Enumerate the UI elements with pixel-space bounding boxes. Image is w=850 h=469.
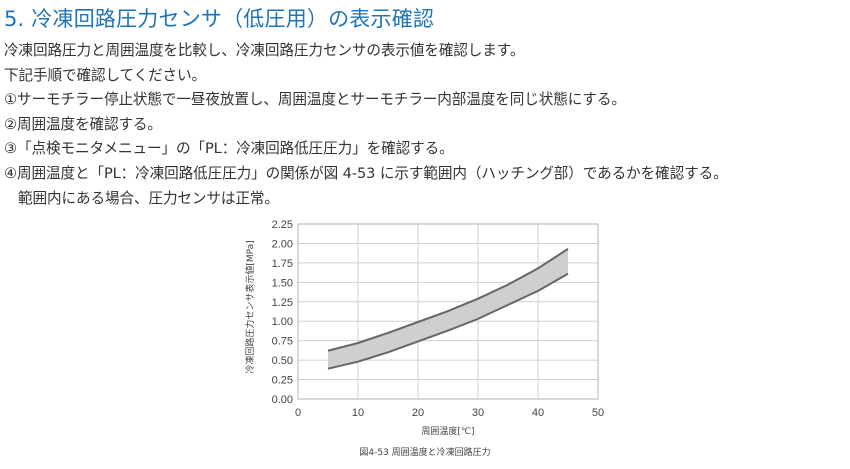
y-tick-label: 0.75 bbox=[272, 336, 293, 348]
y-tick-label: 0.50 bbox=[272, 355, 293, 367]
y-tick-label: 1.50 bbox=[272, 277, 293, 289]
y-tick-label: 2.00 bbox=[272, 238, 293, 250]
pressure-temperature-chart: 0.00 0.25 0.50 0.75 1.00 1.25 1.50 1.75 2.00 2.25… bbox=[244, 219, 605, 458]
upper-limit-line bbox=[327, 248, 569, 352]
lower-limit-line bbox=[327, 272, 569, 370]
y-tick-label: 0.00 bbox=[272, 394, 293, 406]
y-tick-label: 0.25 bbox=[272, 375, 293, 387]
acceptable-range-band bbox=[328, 248, 568, 369]
x-tick-label: 30 bbox=[472, 407, 484, 419]
step-1: ①サーモチラー停止状態で一昼夜放置し、周囲温度とサーモチラー内部温度を同じ状態に… bbox=[4, 91, 626, 109]
y-tick-label: 1.75 bbox=[272, 258, 293, 270]
x-tick-label: 10 bbox=[352, 407, 364, 419]
chart-tick-labels: 0.00 0.25 0.50 0.75 1.00 1.25 1.50 1.75 2.00 2.25… bbox=[272, 219, 605, 419]
step-2: ②周囲温度を確認する。 bbox=[4, 115, 162, 133]
x-tick-label: 20 bbox=[412, 407, 424, 419]
figure-caption: 図4-53 周囲温度と冷凍回路圧力 bbox=[359, 446, 490, 458]
section-heading: 5. 冷凍回路圧力センサ（低圧用）の表示確認 bbox=[4, 7, 435, 31]
procedure-title: 下記手順で確認してください。 bbox=[4, 66, 207, 84]
step-3: ③「点検モニタメニュー」の「PL：冷凍回路低圧圧力」を確認する。 bbox=[4, 140, 454, 158]
x-axis-title: 周囲温度[℃] bbox=[421, 425, 474, 437]
y-axis-title: 冷凍回路圧力センサ表示値[MPa] bbox=[244, 240, 256, 373]
intro-text: 冷凍回路圧力と周囲温度を比較し、冷凍回路圧力センサの表示値を確認します。 bbox=[4, 42, 525, 59]
x-tick-label: 50 bbox=[592, 407, 604, 419]
figure-4-53: 0.00 0.25 0.50 0.75 1.00 1.25 1.50 1.75 2.00 2.25… bbox=[0, 212, 850, 469]
chart-band-layer bbox=[328, 248, 568, 369]
y-tick-label: 1.00 bbox=[272, 316, 293, 328]
x-tick-label: 0 bbox=[295, 407, 301, 419]
y-tick-label: 1.25 bbox=[272, 297, 293, 309]
y-tick-label: 2.25 bbox=[272, 219, 293, 231]
x-tick-label: 40 bbox=[532, 407, 544, 419]
instructions-block: 冷凍回路圧力と周囲温度を比較し、冷凍回路圧力センサの表示値を確認します。 下記手… bbox=[4, 39, 850, 211]
plot-frame bbox=[297, 223, 599, 400]
step-4-note: 範囲内にある場合、圧力センサは正常。 bbox=[18, 189, 279, 207]
chart-line-layer bbox=[327, 248, 569, 370]
step-4: ④周囲温度と「PL：冷凍回路低圧圧力」の関係が図 4-53 に示す範囲内（ハッチ… bbox=[4, 164, 728, 182]
